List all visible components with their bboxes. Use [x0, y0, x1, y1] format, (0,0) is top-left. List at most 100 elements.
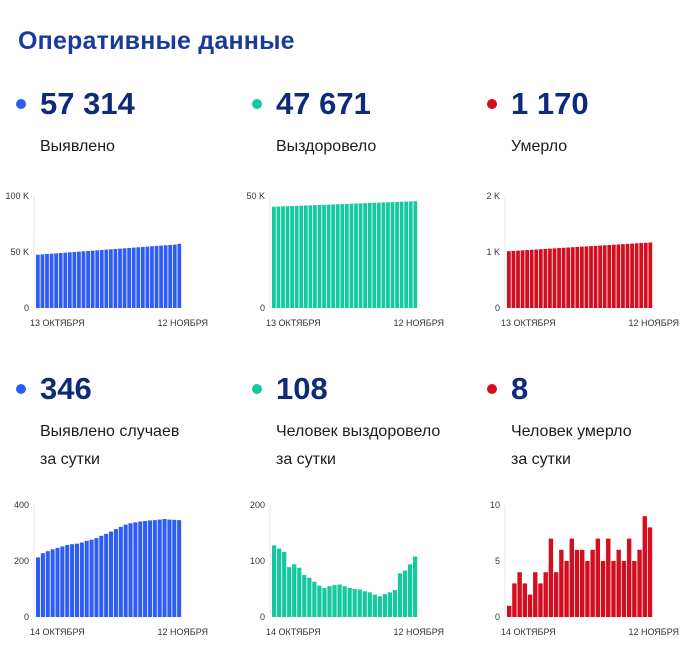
bar — [643, 242, 648, 308]
stat-value: 8 — [511, 371, 529, 406]
bar — [564, 561, 569, 617]
bar — [177, 520, 182, 617]
x-tick-label: 12 НОЯБРЯ — [628, 318, 679, 328]
bar — [611, 244, 616, 308]
bar-chart: 0 50 K 100 K 13 ОКТЯБРЯ 12 НОЯБРЯ — [5, 191, 208, 328]
bar — [349, 203, 354, 308]
bar — [522, 583, 528, 617]
bar — [527, 594, 533, 617]
y-tick-label: 2 K — [486, 191, 500, 201]
bar — [159, 245, 163, 308]
legend-dot — [487, 99, 497, 109]
bar — [95, 250, 100, 308]
bar — [580, 549, 585, 617]
stat-panel: 108 Человек выздоровело за сутки 0 100 200 14 … — [250, 371, 484, 671]
legend-dot — [487, 384, 497, 394]
bar — [276, 206, 281, 308]
stat-label: Умерло — [511, 133, 567, 161]
bar — [621, 561, 627, 617]
bar — [138, 521, 143, 617]
bar — [60, 546, 65, 617]
bar — [154, 245, 159, 308]
bar — [607, 245, 612, 308]
bar — [90, 250, 95, 308]
bar — [84, 540, 89, 617]
bar — [312, 581, 317, 617]
bar-chart: 0 50 K 13 ОКТЯБРЯ 12 НОЯБРЯ — [246, 191, 444, 328]
y-tick-label: 0 — [495, 303, 500, 313]
bar — [543, 572, 548, 617]
bar — [282, 552, 287, 617]
y-tick-label: 5 — [495, 556, 500, 566]
y-tick-label: 1 K — [486, 247, 500, 257]
bar — [49, 253, 54, 308]
bar — [133, 522, 138, 617]
page-title: Оперативные данные — [18, 27, 295, 55]
bar — [36, 254, 40, 308]
bar — [277, 548, 282, 617]
bar — [331, 204, 336, 308]
bar — [538, 249, 543, 308]
bar — [580, 246, 584, 308]
bar — [376, 202, 381, 308]
bar — [602, 245, 607, 308]
bar — [367, 202, 372, 308]
bar — [402, 570, 408, 617]
bar — [392, 590, 398, 617]
stat-value: 346 — [40, 371, 92, 406]
bar — [386, 202, 390, 308]
x-tick-label: 12 НОЯБРЯ — [393, 627, 444, 637]
y-tick-label: 0 — [495, 612, 500, 622]
x-tick-label: 14 ОКТЯБРЯ — [30, 627, 85, 637]
bar — [589, 246, 593, 308]
bar — [172, 519, 177, 617]
y-tick-label: 200 — [14, 556, 29, 566]
bar — [322, 204, 326, 308]
bar — [381, 202, 386, 308]
bar — [145, 246, 150, 308]
bar — [118, 248, 122, 308]
y-tick-label: 0 — [260, 612, 265, 622]
y-tick-label: 10 — [490, 500, 500, 510]
bar — [128, 523, 133, 617]
bar — [511, 250, 516, 308]
stat-label-line: Человек умерло — [511, 423, 632, 440]
bar — [109, 531, 114, 617]
legend-dot — [16, 99, 26, 109]
bar — [150, 246, 154, 308]
stat-label-line: Выявлено случаев — [40, 423, 180, 440]
x-tick-label: 12 НОЯБРЯ — [628, 627, 679, 637]
bar — [561, 247, 566, 308]
stat-label: Выздоровело — [276, 133, 376, 161]
bar — [387, 592, 393, 617]
bar — [616, 549, 621, 617]
bar — [340, 204, 345, 308]
bar — [131, 247, 136, 308]
bar — [363, 203, 368, 308]
bar — [50, 549, 55, 617]
bar — [290, 206, 295, 308]
bar — [626, 538, 632, 617]
stat-label-line: за сутки — [511, 451, 571, 468]
bar — [407, 564, 413, 617]
bar — [152, 520, 157, 617]
stat-label: Человек умерло за сутки — [511, 418, 632, 474]
x-tick-label: 13 ОКТЯБРЯ — [266, 318, 321, 328]
stat-panel: 47 671 Выздоровело 0 50 K 13 ОКТЯБРЯ 12 НОЯБР… — [246, 86, 484, 386]
bar — [307, 577, 312, 617]
bar — [616, 244, 621, 308]
bar — [390, 202, 395, 308]
bar — [548, 538, 554, 617]
bar — [362, 591, 367, 617]
bar — [570, 247, 575, 308]
bar — [632, 561, 637, 617]
y-tick-label: 400 — [14, 500, 29, 510]
bar — [299, 205, 304, 308]
bar — [412, 556, 418, 617]
bar — [529, 249, 534, 308]
bar — [357, 589, 362, 617]
x-tick-label: 14 ОКТЯБРЯ — [501, 627, 556, 637]
bar — [575, 246, 580, 308]
stat-label: Выявлено случаев за сутки — [40, 418, 179, 474]
bar — [648, 242, 653, 308]
